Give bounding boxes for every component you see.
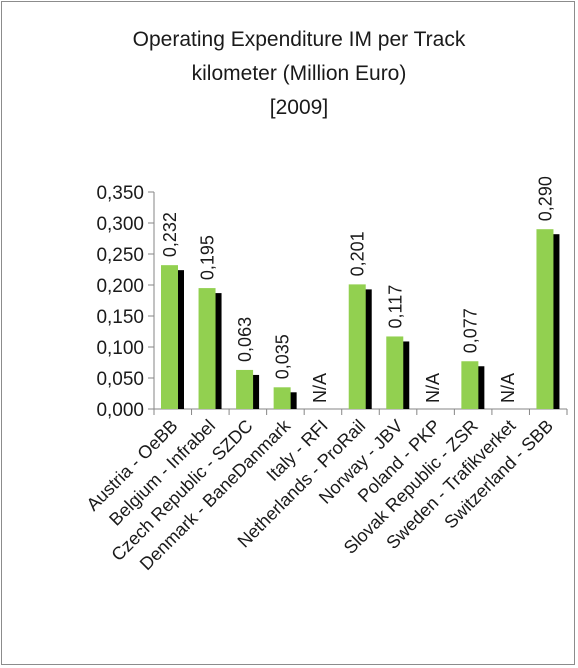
data-label: 0,290: [535, 176, 555, 221]
data-label: 0,201: [348, 231, 368, 276]
bar: [461, 361, 479, 409]
data-labels: 0,232 0,195 0,063 0,035 N/A 0,201 0,117 N/A 0,07…: [160, 176, 555, 403]
y-tick-label: 0,100: [96, 338, 144, 359]
x-axis: [153, 408, 568, 415]
y-tick-label: 0,150: [96, 307, 144, 328]
bar: [161, 265, 178, 409]
bar: [348, 284, 366, 409]
data-label-na: N/A: [498, 373, 518, 403]
bar: [273, 387, 291, 409]
data-label: 0,117: [385, 285, 405, 329]
chart-title-line: Operating Expenditure IM per Track: [133, 28, 466, 51]
y-tick-label: 0,350: [96, 183, 144, 204]
y-tick-label: 0,000: [96, 400, 144, 421]
bars: [161, 229, 560, 409]
data-label: 0,035: [273, 334, 293, 379]
data-label: 0,232: [160, 212, 180, 257]
data-label: 0,063: [235, 317, 255, 362]
y-tick-label: 0,050: [96, 369, 144, 390]
data-label: 0,077: [460, 308, 480, 353]
y-axis: 0,000 0,050 0,100 0,150 0,200 0,250 0,300 0,350: [96, 183, 155, 421]
bar: [198, 288, 216, 409]
bar: [536, 229, 554, 409]
bar: [386, 336, 404, 409]
y-tick-label: 0,300: [96, 214, 144, 235]
chart-title-line: kilometer (Million Euro): [192, 62, 407, 85]
chart-title: Operating Expenditure IM per Track kilome…: [133, 28, 466, 119]
data-label-na: N/A: [423, 373, 443, 403]
y-tick-label: 0,200: [96, 276, 144, 297]
y-tick-label: 0,250: [96, 245, 144, 266]
chart-title-line: [2009]: [270, 96, 328, 119]
bar: [236, 369, 254, 409]
data-label: 0,195: [198, 235, 218, 280]
data-label-na: N/A: [310, 373, 330, 403]
